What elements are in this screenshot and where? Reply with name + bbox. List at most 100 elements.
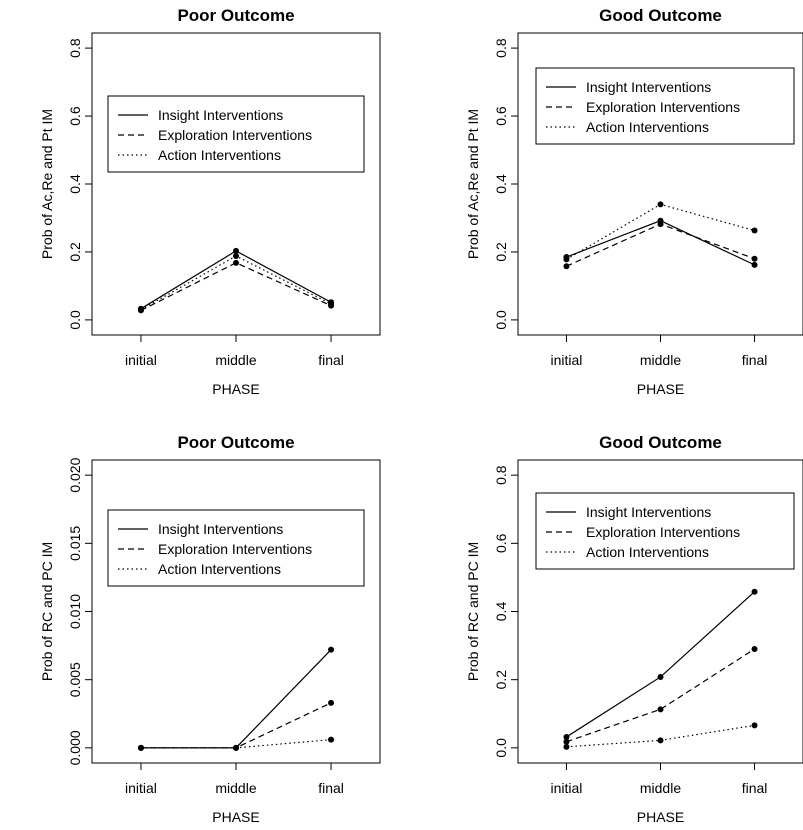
x-tick-label: final: [318, 352, 344, 368]
y-tick-label: 0.4: [67, 174, 83, 194]
y-axis-label: Prob of RC and PC IM: [465, 542, 481, 681]
x-tick-label: initial: [125, 780, 157, 796]
y-axis-label: Prob of Ac,Re and Pt IM: [465, 109, 481, 259]
data-point: [328, 300, 335, 307]
y-tick-label: 0.6: [493, 533, 509, 553]
y-tick-label: 0.000: [67, 730, 83, 765]
data-point: [657, 706, 664, 713]
series-line-dashed: [566, 223, 755, 267]
x-tick-label: initial: [125, 352, 157, 368]
y-tick-label: 0.8: [493, 465, 509, 485]
legend-label: Insight Interventions: [586, 79, 711, 95]
data-point: [563, 733, 570, 740]
data-point: [233, 744, 239, 751]
chart-title: Poor Outcome: [177, 433, 294, 452]
y-tick-label: 0.4: [493, 174, 509, 194]
chart-panel: Good Outcome 0.0 0.2 0.4 0.6 0.8 Prob of Ac,Re…: [465, 6, 803, 397]
data-point: [233, 259, 239, 266]
x-tick-label: final: [318, 780, 344, 796]
data-point: [657, 201, 664, 208]
chart-title: Poor Outcome: [177, 6, 294, 25]
legend-label: Action Interventions: [158, 561, 281, 577]
chart-panel: Good Outcome 0.0 0.2 0.4 0.6 0.8 Prob of RC an…: [465, 433, 803, 825]
x-tick-label: middle: [640, 780, 681, 796]
legend-label: Insight Interventions: [586, 504, 711, 520]
y-axis-label: Prob of RC and PC IM: [39, 542, 55, 681]
chart-panel: Poor Outcome 0.000 0.005 0.010 0.015 0.020 Pro…: [39, 433, 381, 825]
data-point: [233, 247, 239, 254]
y-tick-label: 0.2: [493, 242, 509, 262]
y-tick-label: 0.005: [67, 662, 83, 697]
x-tick-label: final: [742, 780, 768, 796]
x-axis-label: PHASE: [212, 809, 259, 825]
data-point: [751, 588, 758, 595]
chart-title: Good Outcome: [599, 433, 722, 452]
legend-label: Action Interventions: [586, 119, 709, 135]
data-point: [657, 673, 664, 680]
data-point: [563, 738, 570, 745]
y-tick-label: 0.2: [493, 670, 509, 690]
legend-label: Exploration Interventions: [586, 99, 740, 115]
y-tick-label: 0.010: [67, 594, 83, 629]
legend-label: Exploration Interventions: [586, 524, 740, 540]
data-point: [328, 736, 335, 743]
y-tick-label: 0.0: [493, 738, 509, 758]
data-point: [751, 645, 758, 652]
y-tick-label: 0.015: [67, 526, 83, 561]
x-axis-label: PHASE: [637, 809, 684, 825]
x-tick-label: initial: [550, 352, 582, 368]
y-tick-label: 0.6: [493, 106, 509, 126]
legend-box: [107, 509, 365, 587]
legend-label: Insight Interventions: [158, 107, 283, 123]
series-line-dotted: [566, 724, 755, 748]
y-tick-label: 0.4: [493, 602, 509, 622]
x-axis-label: PHASE: [212, 381, 259, 397]
data-point: [751, 227, 758, 234]
x-tick-label: middle: [640, 352, 681, 368]
legend-label: Action Interventions: [158, 147, 281, 163]
x-tick-label: initial: [550, 780, 582, 796]
y-tick-label: 0.020: [67, 457, 83, 492]
y-tick-label: 0.2: [67, 242, 83, 262]
data-point: [328, 646, 335, 653]
series-line-solid: [140, 250, 332, 310]
data-point: [233, 253, 239, 260]
data-point: [137, 744, 144, 751]
y-tick-label: 0.0: [67, 310, 83, 330]
legend-box: [535, 492, 795, 570]
data-point: [563, 743, 570, 750]
plot-frame: [91, 459, 381, 764]
legend-label: Insight Interventions: [158, 521, 283, 537]
chart-title: Good Outcome: [599, 6, 722, 25]
y-tick-label: 0.0: [493, 310, 509, 330]
x-tick-label: final: [742, 352, 768, 368]
data-point: [328, 699, 335, 706]
data-point: [563, 263, 570, 270]
series-line-solid: [140, 649, 332, 749]
legend-box: [107, 95, 365, 173]
data-point: [657, 737, 664, 744]
y-tick-label: 0.8: [493, 38, 509, 58]
y-axis-label: Prob of Ac,Re and Pt IM: [39, 109, 55, 259]
x-tick-label: middle: [215, 352, 256, 368]
series-line-dashed: [140, 262, 332, 311]
data-point: [137, 306, 144, 313]
data-point: [563, 256, 570, 263]
series-line-solid: [566, 591, 755, 738]
legend-label: Exploration Interventions: [158, 127, 312, 143]
legend-label: Exploration Interventions: [158, 541, 312, 557]
data-point: [751, 722, 758, 729]
x-tick-label: middle: [215, 780, 256, 796]
y-tick-label: 0.6: [67, 106, 83, 126]
y-tick-label: 0.8: [67, 38, 83, 58]
chart-panel: Poor Outcome 0.0 0.2 0.4 0.6 0.8 Prob of Ac,Re…: [39, 6, 381, 397]
data-point: [751, 261, 758, 268]
legend-box: [535, 67, 795, 145]
legend-label: Action Interventions: [586, 544, 709, 560]
data-point: [657, 221, 664, 228]
plot-frame: [91, 32, 381, 336]
series-line-dashed: [140, 702, 332, 749]
series-line-dashed: [566, 648, 755, 743]
data-point: [751, 255, 758, 262]
